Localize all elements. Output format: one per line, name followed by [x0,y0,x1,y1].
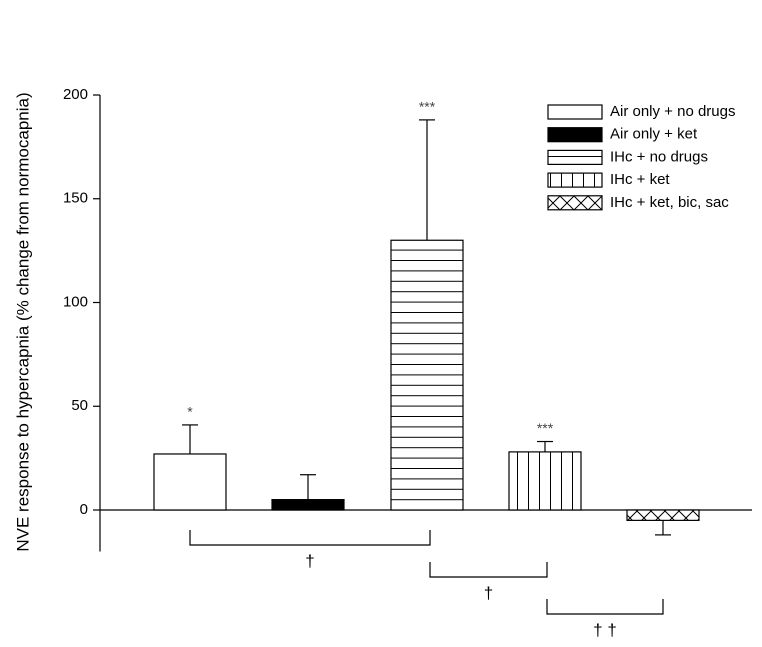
legend-swatch [547,127,603,143]
legend-label: IHc + ket [610,171,670,188]
y-tick-label: 50 [71,397,88,414]
bar [508,451,582,511]
legend-label: IHc + no drugs [610,148,708,165]
significance-label: *** [419,99,436,115]
comparison-bracket [429,562,548,578]
y-axis-label: NVE response to hypercapnia (% change fr… [13,92,32,551]
y-tick-label: 200 [63,86,88,103]
legend-swatch [547,172,603,188]
y-tick-label: 100 [63,293,88,310]
comparison-label: † [305,551,314,570]
legend-swatch [547,104,603,120]
bar [153,453,227,511]
bar [390,239,464,511]
legend-swatch [547,195,603,211]
significance-label: *** [537,420,554,436]
y-tick-label: 150 [63,190,88,207]
y-tick-label: 0 [80,501,88,518]
comparison-bracket [189,530,431,546]
legend-swatch [547,149,603,165]
legend-label: IHc + ket, bic, sac [610,194,729,211]
significance-label: * [187,404,193,420]
bar [626,509,700,521]
comparison-bracket [546,599,664,615]
bar [271,499,345,511]
comparison-label: † [484,583,493,602]
legend-label: Air only + ket [610,126,698,143]
legend-label: Air only + no drugs [610,103,736,120]
comparison-label: † † [593,620,617,639]
